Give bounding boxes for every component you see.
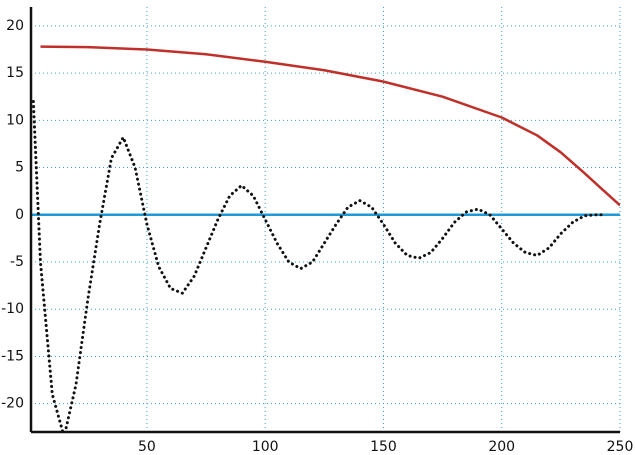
y-tick-label: 0 bbox=[15, 207, 24, 223]
line-series bbox=[31, 99, 605, 432]
x-tick-label: 100 bbox=[252, 439, 279, 455]
y-tick-label: 10 bbox=[6, 112, 24, 128]
line-series bbox=[40, 45, 620, 207]
x-tick-label: 200 bbox=[488, 439, 515, 455]
y-tick-label: 5 bbox=[15, 160, 24, 176]
y-tick-label: -15 bbox=[1, 348, 24, 364]
plot-area bbox=[31, 45, 620, 432]
y-tick-label: -5 bbox=[10, 254, 24, 270]
y-tick-label: -20 bbox=[1, 396, 24, 412]
x-tick-label: 150 bbox=[370, 439, 397, 455]
x-tick-label: 250 bbox=[607, 439, 634, 455]
y-tick-label: 15 bbox=[6, 65, 24, 81]
x-tick-label: 50 bbox=[138, 439, 156, 455]
y-tick-label: -10 bbox=[1, 301, 24, 317]
y-tick-label: 20 bbox=[6, 18, 24, 34]
tick-labels: 50 100 150 200 250 -20 -15 -10 -5 0 5 10 15 20 bbox=[1, 18, 633, 455]
